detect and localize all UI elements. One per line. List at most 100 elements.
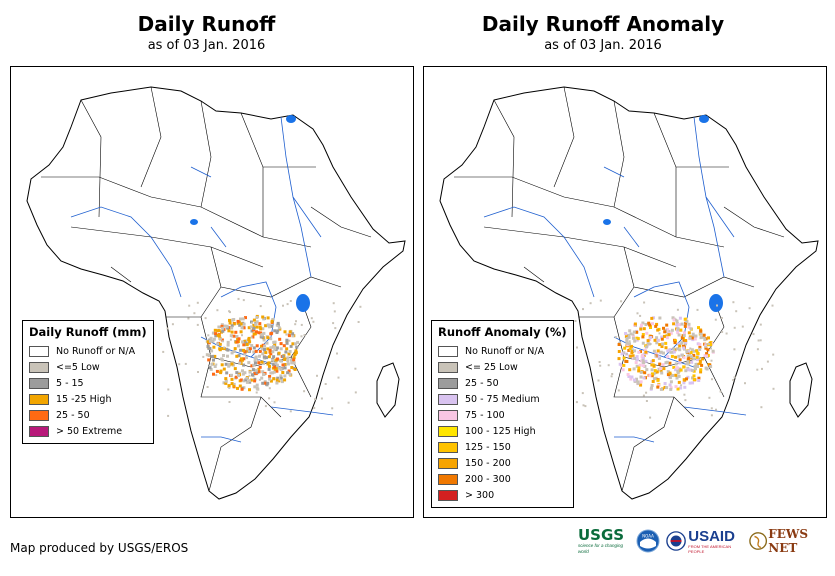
runoff-cell xyxy=(682,346,686,350)
runoff-cell xyxy=(625,341,629,345)
runoff-cell xyxy=(258,378,261,381)
runoff-cell xyxy=(719,390,722,393)
partner-logos: USGS science for a changing world NOAA U… xyxy=(578,527,835,555)
runoff-cell xyxy=(652,377,656,381)
runoff-cell xyxy=(230,377,234,381)
runoff-anomaly-overlay xyxy=(574,299,775,419)
runoff-cell xyxy=(273,401,276,404)
runoff-cell xyxy=(243,352,247,356)
runoff-cell xyxy=(230,362,234,366)
runoff-cell xyxy=(279,347,283,351)
runoff-cell xyxy=(239,348,243,352)
runoff-cell xyxy=(248,347,252,351)
runoff-cell xyxy=(247,338,251,342)
runoff-cell xyxy=(640,323,643,327)
runoff-cell xyxy=(685,377,688,381)
runoff-cell xyxy=(294,351,298,355)
runoff-cell xyxy=(672,350,676,354)
runoff-cell xyxy=(690,360,694,364)
runoff-cell xyxy=(247,350,250,352)
runoff-cell xyxy=(666,370,670,374)
legend-swatch xyxy=(438,409,458,421)
runoff-cell xyxy=(347,401,350,404)
runoff-cell xyxy=(639,370,643,374)
runoff-cell xyxy=(627,348,631,352)
runoff-cell xyxy=(212,358,215,362)
runoff-cell xyxy=(279,359,282,363)
runoff-cell xyxy=(675,319,679,323)
runoff-cell xyxy=(275,378,279,382)
runoff-cell xyxy=(267,361,271,365)
legend-label: 25 - 50 xyxy=(465,377,499,389)
runoff-cell xyxy=(242,322,246,326)
runoff-cell xyxy=(295,320,297,323)
noaa-emblem-icon: NOAA xyxy=(636,529,660,553)
legend-item: 75 - 100 xyxy=(438,407,567,423)
runoff-cell xyxy=(295,345,299,349)
runoff-cell xyxy=(331,407,334,410)
runoff-cell xyxy=(694,334,698,338)
runoff-cell xyxy=(689,327,693,331)
runoff-cell xyxy=(641,358,645,362)
runoff-cell xyxy=(633,339,637,343)
runoff-cell xyxy=(277,351,281,355)
runoff-cell xyxy=(696,342,700,346)
runoff-cell xyxy=(220,323,224,327)
runoff-cell xyxy=(248,370,252,374)
runoff-cell xyxy=(662,326,665,330)
runoff-cell xyxy=(202,355,205,358)
legend-item: <=5 Low xyxy=(29,359,147,375)
runoff-cell xyxy=(757,339,760,342)
runoff-cell xyxy=(674,368,678,372)
runoff-cell xyxy=(695,349,699,353)
legend-label: 75 - 100 xyxy=(465,409,505,421)
runoff-cell xyxy=(651,359,655,363)
runoff-cell xyxy=(261,335,264,339)
runoff-cell xyxy=(679,328,683,332)
runoff-cell xyxy=(281,354,285,358)
runoff-cell xyxy=(636,381,640,385)
runoff-cell xyxy=(697,379,701,382)
runoff-cell xyxy=(664,341,668,345)
runoff-cell xyxy=(215,369,219,373)
runoff-cell xyxy=(655,370,659,374)
runoff-cell xyxy=(226,343,230,347)
runoff-cell xyxy=(241,372,245,376)
runoff-cell xyxy=(711,349,715,353)
usgs-logo: USGS science for a changing world xyxy=(578,527,630,555)
runoff-cell xyxy=(610,375,613,378)
runoff-cell xyxy=(625,360,629,363)
runoff-cell xyxy=(279,367,283,371)
runoff-cell xyxy=(690,355,694,359)
runoff-cell xyxy=(689,347,692,350)
runoff-cell xyxy=(705,352,709,356)
runoff-cell xyxy=(211,331,215,335)
runoff-cell xyxy=(617,357,621,361)
runoff-cell xyxy=(698,343,702,346)
runoff-cell xyxy=(286,371,290,375)
runoff-cell xyxy=(680,353,684,357)
right-map-title: Daily Runoff Anomaly xyxy=(481,12,725,36)
runoff-cell xyxy=(676,308,679,311)
runoff-cell xyxy=(235,354,239,358)
runoff-cell xyxy=(273,340,277,344)
legend-item: 125 - 150 xyxy=(438,439,567,455)
legend-label: > 300 xyxy=(465,489,495,501)
runoff-cell xyxy=(279,376,283,380)
runoff-cell xyxy=(643,348,647,352)
runoff-cell xyxy=(666,328,669,332)
runoff-cell xyxy=(623,346,627,350)
runoff-cell xyxy=(278,366,281,369)
runoff-cell xyxy=(644,323,648,326)
runoff-cell xyxy=(245,343,249,346)
legend-item: 15 -25 High xyxy=(29,391,147,407)
runoff-cell xyxy=(660,337,664,341)
runoff-cell xyxy=(354,391,357,394)
runoff-cell xyxy=(670,354,674,358)
runoff-cell xyxy=(230,351,234,355)
runoff-cell xyxy=(268,377,272,381)
runoff-cell xyxy=(748,307,751,310)
runoff-cell xyxy=(698,345,702,349)
runoff-cell xyxy=(682,339,686,343)
runoff-cell xyxy=(257,370,261,374)
